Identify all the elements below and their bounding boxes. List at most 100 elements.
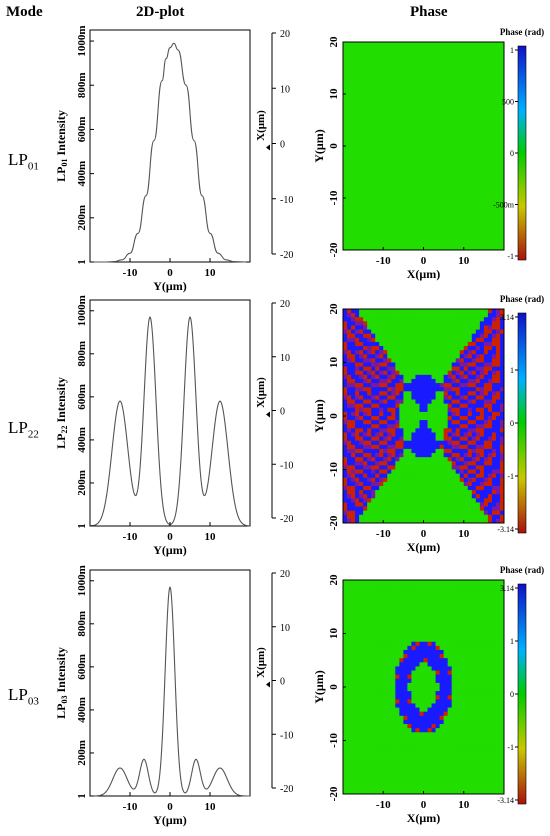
phase-cell	[375, 94, 380, 99]
phase-cell	[499, 584, 505, 589]
phase-cell	[407, 621, 412, 626]
phase-cell	[387, 130, 392, 135]
phase-cell	[499, 514, 505, 520]
phase-cell	[379, 604, 384, 610]
phase-cell	[419, 383, 424, 388]
phase-cell	[375, 584, 380, 589]
phase-cell	[427, 94, 432, 99]
right-axis-label: X(μm)	[255, 647, 267, 678]
phase-cell	[491, 514, 497, 520]
phase-cell	[395, 166, 400, 171]
phase-cell	[487, 102, 493, 107]
phase-cell	[359, 146, 364, 151]
phase-cell	[415, 432, 420, 437]
phase-cell	[363, 362, 368, 368]
phase-cell	[379, 490, 384, 495]
phase-cell	[395, 374, 400, 380]
phase-cell	[355, 242, 360, 247]
phase-cell	[343, 383, 348, 388]
phase-cell	[475, 54, 481, 59]
phase-cell	[495, 333, 501, 339]
phase-cell	[371, 54, 376, 59]
phase-cell	[407, 50, 412, 55]
phase-cell	[467, 424, 473, 429]
phase-cell	[351, 477, 356, 483]
phase-cell	[351, 621, 356, 626]
phase-cell	[343, 122, 348, 127]
phase-cell	[375, 186, 380, 191]
phase-cell	[439, 162, 445, 167]
phase-cell	[435, 86, 440, 91]
right-axis-label: X(μm)	[255, 110, 267, 141]
phase-cell	[391, 424, 396, 429]
phase-cell	[499, 395, 505, 400]
phase-cell	[367, 194, 372, 199]
phase-cell	[371, 457, 376, 462]
phase-cell	[471, 58, 477, 63]
phase-cell	[475, 465, 481, 470]
phase-cell	[427, 498, 432, 503]
phase-cell	[419, 350, 424, 355]
phase-cell	[403, 98, 408, 103]
phase-cell	[463, 246, 469, 251]
phase-cell	[443, 370, 449, 376]
phase-cell	[347, 130, 352, 135]
phase-cell	[403, 457, 408, 462]
phase-cell	[463, 98, 469, 103]
phase-cell	[415, 510, 420, 516]
phase-cell	[395, 222, 400, 227]
phase-cell	[467, 46, 473, 51]
phase-cell	[387, 329, 392, 335]
phase-cell	[415, 94, 420, 99]
phase-cell	[371, 502, 376, 507]
phase-cell	[491, 234, 497, 239]
phase-cell	[375, 465, 380, 470]
phase-cell	[367, 42, 372, 47]
phase-cell	[379, 407, 384, 413]
phase-cell	[459, 604, 465, 610]
phase-cell	[375, 222, 380, 227]
phase-cell	[419, 190, 424, 195]
phase-cell	[483, 637, 489, 643]
phase-cell	[491, 633, 497, 639]
phase-cell	[423, 461, 428, 466]
phase-cell	[343, 90, 348, 95]
phase-cell	[351, 604, 356, 610]
phase-cell	[447, 588, 453, 593]
phase-cell	[467, 461, 473, 466]
phase-cell	[363, 66, 368, 71]
phase-cell	[459, 498, 465, 503]
phase-cell	[479, 374, 485, 380]
phase-cell	[439, 238, 445, 243]
phase-cell	[343, 309, 348, 314]
phase-cell	[459, 391, 465, 396]
phase-cell	[375, 74, 380, 79]
phase-cell	[431, 238, 436, 243]
phase-cell	[391, 485, 396, 491]
phase-cell	[407, 162, 412, 167]
phase-cell	[371, 142, 376, 147]
phase-cell	[495, 612, 501, 618]
phase-cell	[387, 202, 392, 207]
phase-cell	[379, 210, 384, 215]
phase-cell	[419, 625, 424, 630]
phase-cell	[367, 86, 372, 91]
phase-cell	[379, 134, 384, 139]
phase-cell	[359, 186, 364, 191]
phase-cell	[439, 246, 445, 251]
phase-cell	[387, 333, 392, 339]
phase-cell	[459, 114, 465, 119]
phase-cell	[351, 514, 356, 520]
phase-cell	[383, 86, 388, 91]
phase-cell	[475, 246, 481, 251]
phase-cell	[355, 436, 360, 442]
phase-cell	[391, 230, 396, 235]
phase-cell	[471, 416, 477, 421]
phase-cell	[375, 444, 380, 450]
phase-cell	[399, 341, 404, 347]
phase-cell	[399, 473, 404, 479]
phase-cell	[423, 514, 428, 520]
phase-cell	[379, 580, 384, 585]
phase-cell	[347, 506, 352, 512]
phase-cell	[383, 403, 388, 409]
